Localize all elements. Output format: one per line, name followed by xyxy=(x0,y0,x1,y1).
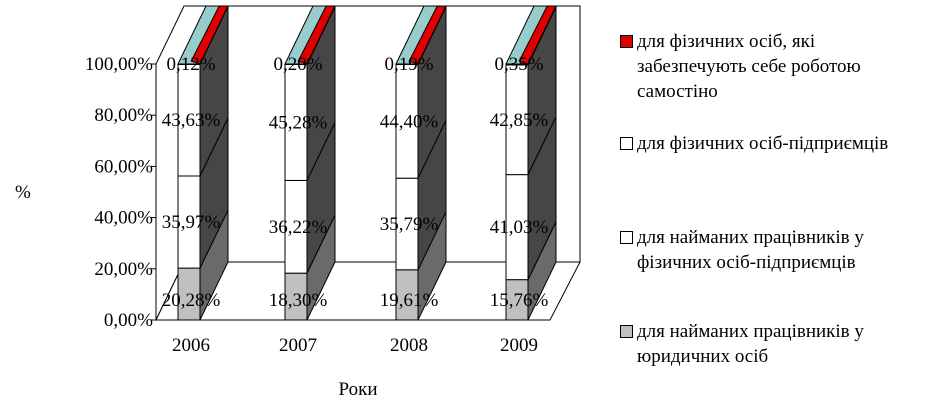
y-axis-label: % xyxy=(15,182,31,203)
legend-label: для найманих працівників у фізичних осіб… xyxy=(637,227,864,273)
data-label-2007-1: 36,22% xyxy=(269,217,328,238)
data-label-2006-1: 35,97% xyxy=(162,212,221,233)
data-label-2006-0: 20,28% xyxy=(162,290,221,311)
x-tick-label: 2008 xyxy=(390,335,428,356)
data-label-2006-2: 43,63% xyxy=(162,110,221,131)
bar-top-segment-2008 xyxy=(408,5,447,65)
data-label-2009-3: 0,35% xyxy=(494,54,543,75)
data-label-2008-3: 0,19% xyxy=(384,54,433,75)
legend-item-entrepreneurs: для фізичних осіб-підприємців xyxy=(620,131,929,156)
legend-label: для найманих працівників у юридичних осі… xyxy=(637,321,864,367)
y-tick-label: 40,00% xyxy=(94,208,153,229)
x-tick-label: 2006 xyxy=(172,335,210,356)
y-tick-label: 20,00% xyxy=(94,259,153,280)
data-label-2008-2: 44,40% xyxy=(380,111,439,132)
legend-item-employees-of-legal-entities: для найманих працівників у юридичних осі… xyxy=(620,319,929,369)
x-axis-ticks: 2006 2007 2008 2009 xyxy=(156,319,550,356)
data-label-2008-1: 35,79% xyxy=(380,214,439,235)
bars: 20,28% 35,97% 43,63% 0,12% 18,30% 36,22% 45,28… xyxy=(162,5,557,321)
data-label-2009-0: 15,76% xyxy=(490,290,549,311)
x-tick-label: 2007 xyxy=(279,335,317,356)
bar-top-segment-2006 xyxy=(190,5,229,65)
legend-item-employees-of-entrepreneurs: для найманих працівників у фізичних осіб… xyxy=(620,225,929,275)
y-axis-ticks: 0,00% 20,00% 40,00% 60,00% 80,00% 100,00% xyxy=(85,54,157,331)
data-label-2007-2: 45,28% xyxy=(269,112,328,133)
y-tick-label: 60,00% xyxy=(94,156,153,177)
legend-label: для фізичних осіб-підприємців xyxy=(637,133,889,154)
legend-label: для фізичних осіб, які забезпечують себе… xyxy=(637,31,861,102)
bar-top-segment-2007 xyxy=(297,5,336,65)
y-tick-label: 100,00% xyxy=(85,54,153,75)
data-label-2009-2: 42,85% xyxy=(490,110,549,131)
data-label-2008-0: 19,61% xyxy=(380,290,439,311)
data-label-2009-1: 41,03% xyxy=(490,217,549,238)
bar-top-segment-2009 xyxy=(518,5,557,65)
legend-item-self-employed: для фізичних осіб, які забезпечують себе… xyxy=(620,29,929,104)
legend-swatch-red xyxy=(620,35,633,48)
legend-swatch-white xyxy=(620,137,633,150)
x-axis-label: Роки xyxy=(339,379,378,400)
y-tick-label: 80,00% xyxy=(94,105,153,126)
data-label-2006-3: 0,12% xyxy=(166,54,215,75)
data-label-2007-3: 0,20% xyxy=(273,54,322,75)
x-tick-label: 2009 xyxy=(500,335,538,356)
legend-swatch-white-2 xyxy=(620,231,633,244)
data-label-2007-0: 18,30% xyxy=(269,290,328,311)
legend-swatch-gray xyxy=(620,325,633,338)
y-tick-label: 0,00% xyxy=(104,310,153,331)
